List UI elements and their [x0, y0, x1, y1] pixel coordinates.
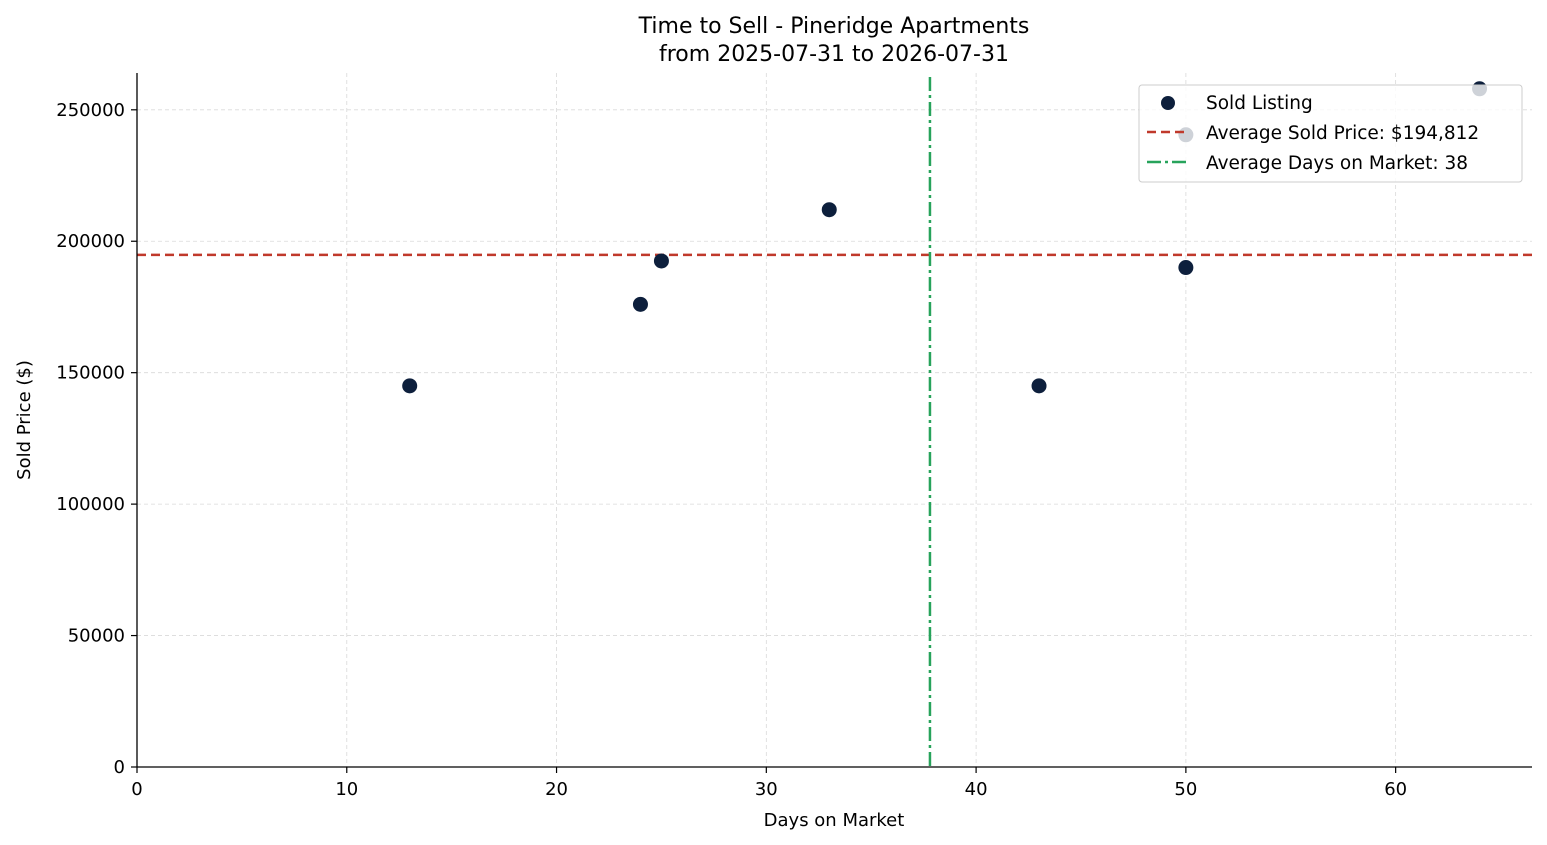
- data-point: [632, 296, 648, 312]
- y-tick-label: 0: [114, 757, 125, 778]
- data-point: [402, 378, 418, 394]
- x-axis-label: Days on Market: [764, 810, 905, 831]
- reference-lines: [137, 77, 1532, 767]
- y-tick-label: 100000: [56, 494, 125, 515]
- data-point: [653, 253, 669, 269]
- legend: Sold Listing Average Sold Price: $194,81…: [1138, 84, 1523, 183]
- data-point: [1031, 378, 1047, 394]
- y-tick-label: 50000: [68, 626, 125, 647]
- y-tick-label: 250000: [56, 100, 125, 121]
- x-tick-label: 0: [131, 779, 142, 800]
- legend-marker-sold-listing: [1161, 96, 1175, 110]
- y-ticks: 0 50000 100000 150000 200000 250000: [56, 100, 137, 778]
- legend-label-sold-listing: Sold Listing: [1206, 93, 1313, 114]
- y-tick-label: 150000: [56, 363, 125, 384]
- grid-lines: [137, 73, 1532, 767]
- y-axis-label: Sold Price ($): [14, 360, 35, 480]
- legend-label-average-days: Average Days on Market: 38: [1206, 153, 1468, 174]
- chart-title-line1: Time to Sell - Pineridge Apartments: [638, 14, 1030, 39]
- legend-box: [1138, 84, 1523, 183]
- x-tick-label: 20: [545, 779, 568, 800]
- x-ticks: 0 10 20 30 40 50 60: [131, 767, 1407, 800]
- x-tick-label: 30: [755, 779, 778, 800]
- x-tick-label: 40: [965, 779, 988, 800]
- x-tick-label: 50: [1174, 779, 1197, 800]
- legend-label-average-price: Average Sold Price: $194,812: [1206, 123, 1479, 144]
- y-tick-label: 200000: [56, 231, 125, 252]
- data-point: [1178, 260, 1194, 276]
- data-point: [821, 202, 837, 218]
- x-tick-label: 60: [1384, 779, 1407, 800]
- chart-title-line2: from 2025-07-31 to 2026-07-31: [659, 42, 1009, 67]
- axes: [136, 73, 1532, 768]
- x-tick-label: 10: [335, 779, 358, 800]
